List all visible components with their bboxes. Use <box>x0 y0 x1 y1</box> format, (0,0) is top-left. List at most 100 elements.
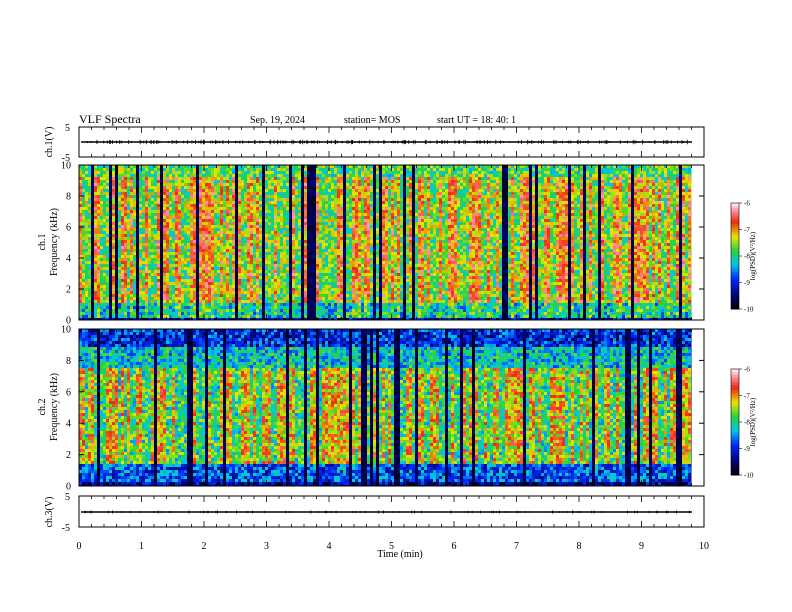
spectrogram-cell <box>256 213 259 216</box>
spectrogram-cell <box>151 306 154 309</box>
spectrogram-cell <box>250 288 253 291</box>
spectrogram-cell <box>151 198 154 201</box>
spectrogram-cell <box>250 174 253 177</box>
spectrogram-cell <box>175 273 178 276</box>
spectrogram-cell <box>322 171 325 174</box>
spectrogram-cell <box>193 192 196 195</box>
spectrogram-cell <box>151 282 154 285</box>
spectrogram-cell <box>151 279 154 282</box>
spectrogram-cell <box>181 192 184 195</box>
spectrogram-cell <box>247 228 250 231</box>
spectrogram-cell <box>169 186 172 189</box>
spectrogram-cell <box>136 270 139 273</box>
spectrogram-cell <box>160 297 163 300</box>
spectrogram-cell <box>217 276 220 279</box>
spectrogram-cell <box>217 186 220 189</box>
spectrogram-cell <box>121 240 124 243</box>
spectrogram-cell <box>103 192 106 195</box>
spectrogram-cell <box>199 282 202 285</box>
spectrogram-cell <box>328 231 331 234</box>
spectrogram-cell <box>322 186 325 189</box>
spectrogram-cell <box>331 171 334 174</box>
spectrogram-cell <box>268 168 271 171</box>
spectrogram-cell <box>262 198 265 201</box>
spectrogram-cell <box>298 186 301 189</box>
spectrogram-cell <box>238 279 241 282</box>
spectrogram-cell <box>241 210 244 213</box>
spectrogram-cell <box>238 204 241 207</box>
spectrogram-cell <box>289 252 292 255</box>
spectrogram-cell <box>316 267 319 270</box>
spectrogram-cell <box>262 246 265 249</box>
spectrogram-cell <box>343 294 346 297</box>
spectrogram-cell <box>178 249 181 252</box>
spectrogram-cell <box>166 192 169 195</box>
spectrogram-cell <box>211 279 214 282</box>
spectrogram-cell <box>274 228 277 231</box>
spectrogram-cell <box>184 303 187 306</box>
spectrogram-cell <box>262 210 265 213</box>
spectrogram-cell <box>298 225 301 228</box>
spectrogram-cell <box>175 297 178 300</box>
spectrogram-cell <box>211 249 214 252</box>
spectrogram-cell <box>112 276 115 279</box>
spectrogram-cell <box>283 171 286 174</box>
spectrogram-cell <box>331 168 334 171</box>
spectrogram-cell <box>193 225 196 228</box>
spectrogram-cell <box>301 267 304 270</box>
spectrogram-cell <box>208 195 211 198</box>
spectrogram-cell <box>187 312 190 315</box>
spectrogram-cell <box>220 261 223 264</box>
spectrogram-cell <box>97 219 100 222</box>
spectrogram-cell <box>211 312 214 315</box>
spectrogram-cell <box>130 189 133 192</box>
spectrogram-cell <box>118 291 121 294</box>
spectrogram-cell <box>127 297 130 300</box>
spectrogram-cell <box>142 198 145 201</box>
spectrogram-cell <box>151 183 154 186</box>
spectrogram-cell <box>160 228 163 231</box>
spectrogram-cell <box>178 285 181 288</box>
spectrogram-cell <box>277 291 280 294</box>
spectrogram-cell <box>277 228 280 231</box>
spectrogram-cell <box>202 285 205 288</box>
spectrogram-cell <box>334 207 337 210</box>
spectrogram-cell <box>151 270 154 273</box>
spectrogram-cell <box>109 300 112 303</box>
spectrogram-cell <box>121 252 124 255</box>
spectrogram-cell <box>220 258 223 261</box>
spectrogram-cell <box>316 186 319 189</box>
spectrogram-cell <box>112 306 115 309</box>
spectrogram-cell <box>232 270 235 273</box>
spectrogram-cell <box>262 294 265 297</box>
spectrogram-cell <box>226 312 229 315</box>
spectrogram-cell <box>193 279 196 282</box>
spectrogram-cell <box>121 264 124 267</box>
spectrogram-cell <box>166 216 169 219</box>
spectrogram-cell <box>310 315 313 318</box>
spectrogram-cell <box>148 267 151 270</box>
spectrogram-cell <box>268 177 271 180</box>
spectrogram-cell <box>85 243 88 246</box>
spectrogram-cell <box>109 204 112 207</box>
spectrogram-cell <box>310 204 313 207</box>
spectrogram-cell <box>265 267 268 270</box>
spectrogram-cell <box>187 264 190 267</box>
spectrogram-cell <box>181 291 184 294</box>
spectrogram-cell <box>166 228 169 231</box>
spectrogram-cell <box>310 297 313 300</box>
spectrogram-cell <box>217 237 220 240</box>
spectrogram-cell <box>343 276 346 279</box>
spectrogram-cell <box>133 210 136 213</box>
spectrogram-cell <box>202 258 205 261</box>
spectrogram-cell <box>337 246 340 249</box>
spectrogram-cell <box>205 306 208 309</box>
spectrogram-cell <box>157 234 160 237</box>
spectrogram-cell <box>328 183 331 186</box>
spectrogram-cell <box>217 258 220 261</box>
spectrogram-cell <box>247 243 250 246</box>
spectrogram-cell <box>145 225 148 228</box>
spectrogram-cell <box>130 243 133 246</box>
spectrogram-cell <box>277 240 280 243</box>
spectrogram-cell <box>274 207 277 210</box>
